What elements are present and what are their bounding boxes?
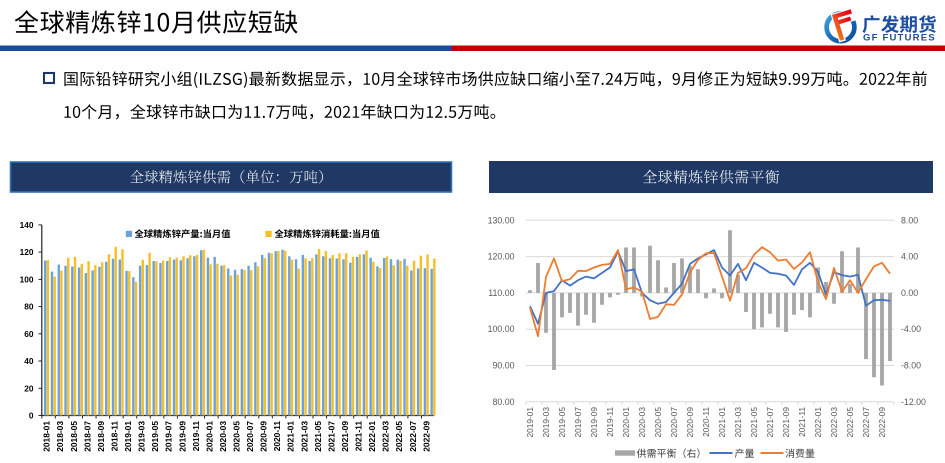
svg-text:2019-05: 2019-05: [557, 407, 567, 438]
svg-text:4.00: 4.00: [901, 252, 918, 262]
svg-text:2021-09: 2021-09: [781, 407, 791, 438]
svg-text:2021-05: 2021-05: [313, 421, 323, 452]
svg-text:40: 40: [24, 356, 34, 366]
svg-text:2022-03: 2022-03: [829, 407, 839, 438]
svg-text:2018-01: 2018-01: [42, 421, 52, 452]
svg-text:2019-01: 2019-01: [123, 421, 133, 452]
svg-text:2022-05: 2022-05: [845, 407, 855, 438]
svg-text:2021-05: 2021-05: [749, 407, 759, 438]
svg-text:80: 80: [24, 302, 34, 312]
svg-text:2018-11: 2018-11: [109, 421, 119, 452]
svg-text:2020-05: 2020-05: [231, 421, 241, 452]
svg-text:140: 140: [20, 220, 34, 230]
svg-text:100: 100: [20, 274, 34, 284]
svg-text:2019-03: 2019-03: [137, 421, 147, 452]
svg-text:2021-03: 2021-03: [299, 421, 309, 452]
svg-text:8.00: 8.00: [901, 215, 918, 225]
svg-text:120: 120: [20, 247, 34, 257]
svg-text:20: 20: [24, 383, 34, 393]
svg-text:2019-09: 2019-09: [589, 407, 599, 438]
svg-text:2022-03: 2022-03: [381, 421, 391, 452]
svg-text:2019-09: 2019-09: [177, 421, 187, 452]
svg-text:2020-09: 2020-09: [685, 407, 695, 438]
svg-text:2020-11: 2020-11: [272, 421, 282, 452]
svg-text:-4.00: -4.00: [901, 324, 921, 334]
svg-text:2018-07: 2018-07: [82, 421, 92, 452]
svg-text:80.00: 80.00: [492, 397, 514, 407]
svg-text:2020-03: 2020-03: [637, 407, 647, 438]
svg-text:2018-09: 2018-09: [96, 421, 106, 452]
svg-text:2020-11: 2020-11: [701, 407, 711, 437]
svg-text:2022-09: 2022-09: [421, 421, 431, 452]
svg-text:2020-07: 2020-07: [669, 407, 679, 438]
svg-text:0.00: 0.00: [901, 288, 918, 298]
svg-text:2021-11: 2021-11: [354, 421, 364, 452]
svg-text:2022-07: 2022-07: [408, 421, 418, 452]
svg-text:2021-07: 2021-07: [326, 421, 336, 452]
svg-text:-8.00: -8.00: [901, 361, 921, 371]
svg-text:2020-05: 2020-05: [653, 407, 663, 438]
svg-text:2020-01: 2020-01: [204, 421, 214, 452]
svg-text:0: 0: [29, 411, 34, 421]
svg-text:2022-01: 2022-01: [367, 421, 377, 452]
svg-text:-12.00: -12.00: [901, 397, 926, 407]
svg-text:90.00: 90.00: [492, 361, 514, 371]
svg-text:2019-03: 2019-03: [541, 407, 551, 438]
svg-text:110.00: 110.00: [488, 288, 514, 298]
svg-text:2021-09: 2021-09: [340, 421, 350, 452]
svg-text:2021-03: 2021-03: [733, 407, 743, 438]
svg-text:2021-01: 2021-01: [717, 407, 727, 438]
svg-text:2019-11: 2019-11: [605, 407, 615, 437]
svg-text:120.00: 120.00: [488, 252, 515, 262]
svg-text:2020-01: 2020-01: [621, 407, 631, 438]
svg-text:2022-09: 2022-09: [877, 407, 887, 438]
svg-text:2018-03: 2018-03: [55, 421, 65, 452]
svg-text:2021-07: 2021-07: [765, 407, 775, 438]
svg-text:2020-07: 2020-07: [245, 421, 255, 452]
svg-text:2020-03: 2020-03: [218, 421, 228, 452]
svg-text:2018-05: 2018-05: [69, 421, 79, 452]
svg-text:2022-01: 2022-01: [813, 407, 823, 438]
svg-text:2020-09: 2020-09: [259, 421, 269, 452]
svg-text:2019-11: 2019-11: [191, 421, 201, 452]
svg-text:2019-07: 2019-07: [573, 407, 583, 438]
svg-text:GF FUTURES: GF FUTURES: [863, 33, 936, 44]
svg-text:2021-01: 2021-01: [286, 421, 296, 452]
svg-text:2019-01: 2019-01: [525, 407, 535, 438]
svg-text:2021-11: 2021-11: [797, 407, 807, 437]
svg-text:2019-05: 2019-05: [150, 421, 160, 452]
svg-text:2019-07: 2019-07: [164, 421, 174, 452]
svg-text:2022-05: 2022-05: [394, 421, 404, 452]
svg-text:130.00: 130.00: [488, 215, 515, 225]
svg-text:2022-07: 2022-07: [861, 407, 871, 438]
svg-text:100.00: 100.00: [488, 324, 515, 334]
svg-text:60: 60: [24, 329, 34, 339]
